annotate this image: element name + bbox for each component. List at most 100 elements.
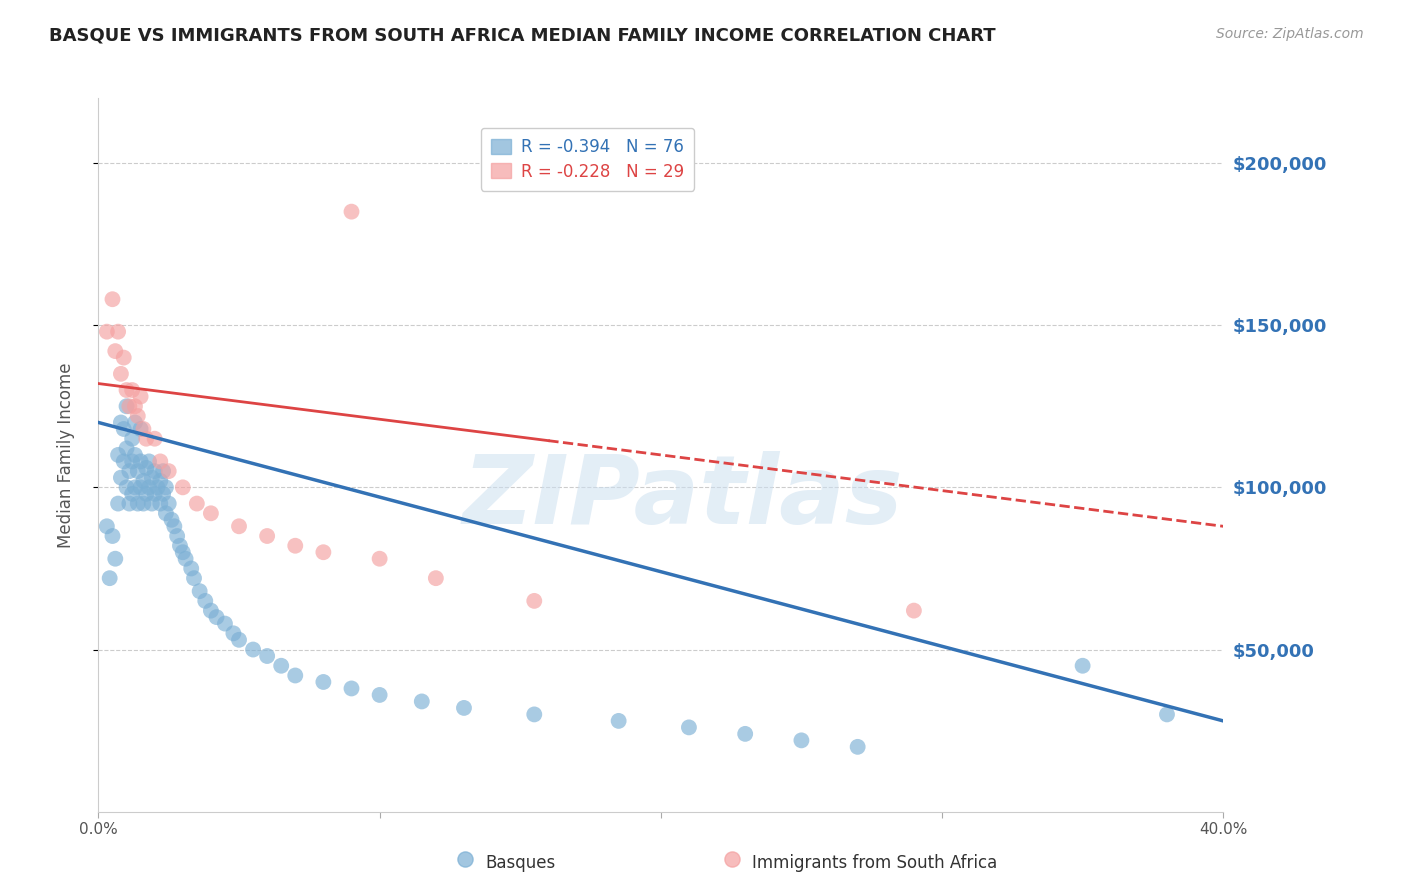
Point [143, 432, 166, 446]
Point [138, 480, 160, 494]
Point [141, 470, 163, 484]
Point [163, 519, 186, 533]
Point [107, 497, 129, 511]
Point [160, 513, 183, 527]
Point [425, 571, 447, 585]
Point [124, 416, 146, 430]
Point [149, 454, 172, 468]
Point [98, 571, 121, 585]
Point [256, 648, 278, 663]
Point [157, 497, 180, 511]
Point [183, 571, 205, 585]
Point [169, 539, 191, 553]
Point [166, 529, 188, 543]
Point [368, 688, 391, 702]
Point [118, 399, 141, 413]
Point [132, 474, 155, 488]
Point [129, 422, 152, 436]
Point [157, 464, 180, 478]
Point [110, 416, 132, 430]
Point [200, 604, 222, 618]
Point [846, 739, 869, 754]
Point [152, 464, 174, 478]
Point [132, 422, 155, 436]
Point [228, 632, 250, 647]
Point [112, 351, 135, 365]
Point [523, 707, 546, 722]
Point [155, 480, 177, 494]
Point [104, 551, 127, 566]
Point [118, 497, 141, 511]
Point [155, 506, 177, 520]
Point [143, 464, 166, 478]
Point [110, 470, 132, 484]
Point [104, 344, 127, 359]
Point [312, 545, 335, 559]
Point [124, 399, 146, 413]
Point [146, 480, 169, 494]
Point [135, 487, 157, 501]
Text: Basques: Basques [485, 855, 555, 872]
Point [186, 497, 208, 511]
Point [132, 497, 155, 511]
Point [188, 584, 211, 599]
Point [453, 701, 475, 715]
Point [790, 733, 813, 747]
Point [721, 852, 744, 866]
Point [180, 561, 202, 575]
Point [1156, 707, 1178, 722]
Point [172, 480, 194, 494]
Point [115, 399, 138, 413]
Point [124, 480, 146, 494]
Point [121, 432, 143, 446]
Point [135, 432, 157, 446]
Point [312, 675, 335, 690]
Point [903, 604, 925, 618]
Point [135, 461, 157, 475]
Point [107, 325, 129, 339]
Point [228, 519, 250, 533]
Legend: R = -0.394   N = 76, R = -0.228   N = 29: R = -0.394 N = 76, R = -0.228 N = 29 [481, 128, 695, 191]
Point [523, 594, 546, 608]
Point [222, 626, 245, 640]
Point [101, 292, 124, 306]
Point [149, 474, 172, 488]
Point [242, 642, 264, 657]
Point [129, 390, 152, 404]
Point [112, 422, 135, 436]
Point [734, 727, 756, 741]
Text: Source: ZipAtlas.com: Source: ZipAtlas.com [1216, 27, 1364, 41]
Point [127, 464, 149, 478]
Point [129, 454, 152, 468]
Point [340, 204, 363, 219]
Point [411, 694, 433, 708]
Point [118, 464, 141, 478]
Text: Immigrants from South Africa: Immigrants from South Africa [752, 855, 997, 872]
Point [121, 383, 143, 397]
Point [1071, 658, 1094, 673]
Point [214, 616, 236, 631]
Point [129, 480, 152, 494]
Point [96, 519, 118, 533]
Point [96, 325, 118, 339]
Point [141, 497, 163, 511]
Point [127, 497, 149, 511]
Point [121, 454, 143, 468]
Point [127, 409, 149, 423]
Point [152, 487, 174, 501]
Point [115, 442, 138, 456]
Y-axis label: Median Family Income: Median Family Income [56, 362, 75, 548]
Point [200, 506, 222, 520]
Point [115, 480, 138, 494]
Point [340, 681, 363, 696]
Point [149, 497, 172, 511]
Point [205, 610, 228, 624]
Point [138, 454, 160, 468]
Point [172, 545, 194, 559]
Point [368, 551, 391, 566]
Point [101, 529, 124, 543]
Point [124, 448, 146, 462]
Point [270, 658, 292, 673]
Point [174, 551, 197, 566]
Point [256, 529, 278, 543]
